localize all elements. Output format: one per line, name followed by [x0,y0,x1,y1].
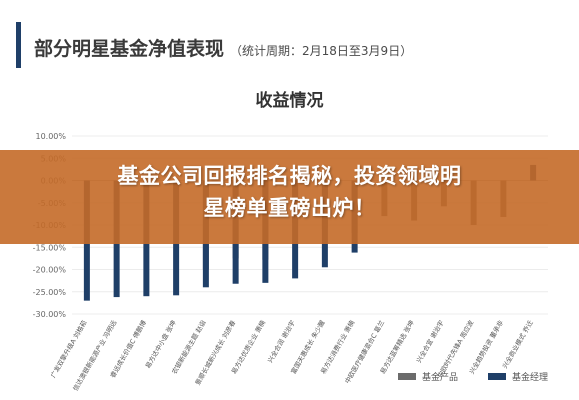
statistics-period: （统计周期：2月18日至3月9日） [230,44,413,58]
x-tick-label: 兴全合润 谢治宇 [265,318,297,364]
legend-swatch-fund-manager [488,373,507,380]
legend-swatch-fund-product [398,373,416,380]
y-tick-label: 10.00% [35,132,66,141]
y-tick-label: -30.00% [33,310,67,319]
x-tick-label: 易方达中小盘 张坤 [143,319,178,370]
legend-item-fund-product: 基金产品 [398,370,458,383]
headline-line-1: 基金公司回报排名揭秘，投资领域明 [117,164,462,188]
y-tick-label: -25.00% [33,288,67,297]
headline-banner: 基金公司回报排名揭秘，投资领域明 星榜单重磅出炉！ [20,160,559,224]
page-title: 部分明星基金净值表现 （统计周期：2月18日至3月9日） [34,34,412,61]
x-tick-label: 兴全商业模式 乔迁 [500,318,535,370]
headline-banner-background [0,150,579,244]
chart-title: 收益情况 [255,91,324,111]
title-accent-bar [16,22,21,68]
y-tick-label: -20.00% [33,266,67,275]
page-title-text: 部分明星基金净值表现 [34,38,225,60]
legend-label-fund-manager: 基金经理 [512,373,549,383]
x-tick-label: 兴全合宜 谢治宇 [414,318,446,364]
legend-item-fund-manager: 基金经理 [488,370,548,383]
chart-legend: 基金产品 基金经理 [398,370,548,383]
legend-label-fund-product: 基金产品 [422,373,459,383]
y-tick-label: -15.00% [33,243,67,252]
headline-line-2: 星榜单重磅出炉！ [203,196,376,220]
